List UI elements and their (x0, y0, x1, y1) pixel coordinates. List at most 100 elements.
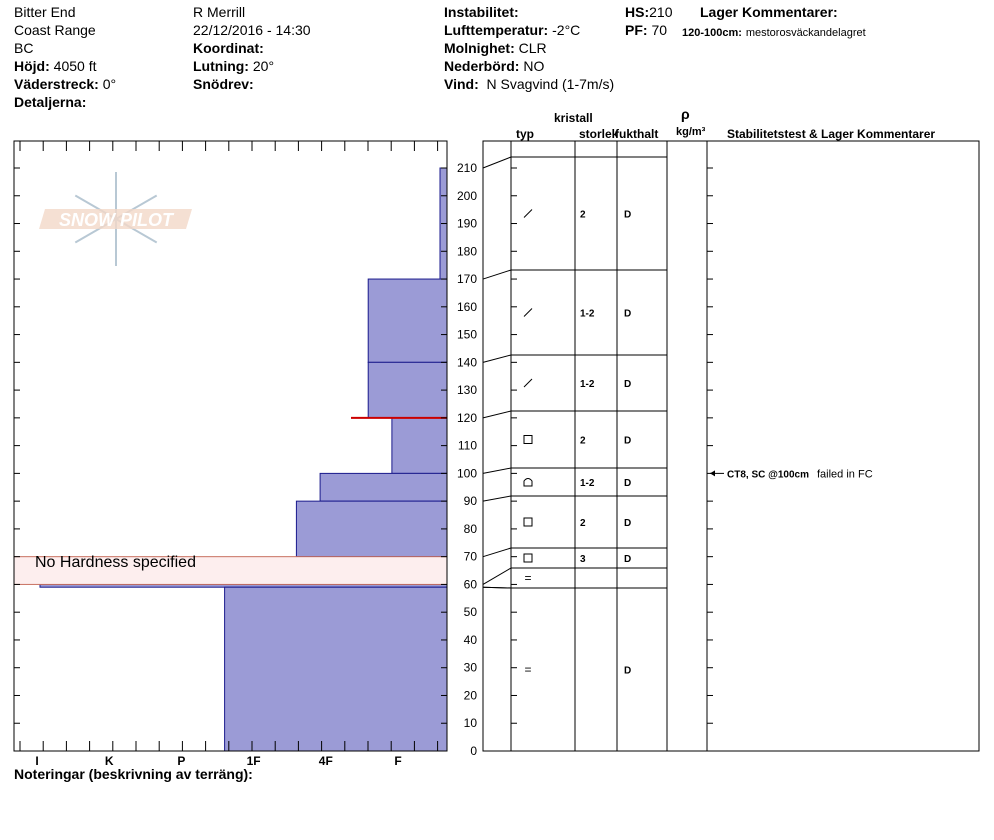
grain-size: 3 (580, 554, 586, 565)
depth-tick-label: 70 (464, 550, 478, 564)
hardness-bar (224, 586, 448, 752)
observer-name: R Merrill (193, 4, 246, 20)
hardness-tick-label: F (394, 754, 401, 768)
depth-tick-label: 200 (457, 189, 477, 203)
coordinate-label: Koordinat: (193, 40, 264, 56)
layer-connector (482, 410, 512, 419)
slope: Lutning: 20° (193, 58, 275, 74)
hardness-bar (319, 472, 448, 502)
instability-label: Instabilitet: (444, 4, 519, 20)
grain-icon-precip (523, 308, 533, 317)
pf-value: PF: 70 (625, 22, 668, 38)
drift-label: Snödrev: (193, 76, 254, 92)
depth-tick-label: 140 (457, 355, 477, 369)
moisture: D (624, 554, 631, 565)
column-moisture-header: fukthalt (615, 127, 659, 141)
stability-test-label: CT8, SC @100cm (727, 469, 809, 480)
depth-tick-label: 80 (464, 522, 478, 536)
svg-text:SNOW PILOT: SNOW PILOT (59, 210, 175, 230)
depth-tick-label: 20 (464, 688, 478, 702)
hs-value: HS:210 (625, 4, 673, 20)
elevation: Höjd: 4050 ft (14, 58, 97, 74)
depth-tick-label: 160 (457, 300, 477, 314)
aspect: Väderstreck: 0° (14, 76, 117, 92)
column-size-header: storlek (579, 127, 617, 141)
air-temperature: Lufttemperatur: -2°C (444, 22, 581, 38)
depth-tick-label: 30 (464, 661, 478, 675)
depth-tick-label: 60 (464, 577, 478, 591)
layer-comments-label: Lager Kommentarer: (700, 4, 838, 20)
layer-table-frame (482, 140, 980, 752)
hardness-tick-label: 1F (247, 754, 261, 768)
hardness-bar (367, 278, 448, 363)
stability-arrowhead (710, 470, 715, 477)
layer-connector (482, 269, 512, 280)
hardness-bar (367, 361, 448, 419)
depth-tick-label: 190 (457, 217, 477, 231)
grain-icon-crust: = (524, 571, 531, 585)
column-rho-header: ρ (681, 106, 690, 122)
location-name: Bitter End (14, 4, 76, 20)
column-stability-header: Stabilitetstest & Lager Kommentarer (727, 127, 936, 141)
grain-icon-precip (523, 209, 533, 218)
hardness-bar (295, 500, 448, 558)
state-name: BC (14, 40, 34, 56)
moisture: D (624, 436, 631, 447)
depth-tick-label: 40 (464, 633, 478, 647)
moisture: D (624, 309, 631, 320)
layer-connector (482, 567, 512, 585)
depth-tick-label: 10 (464, 716, 478, 730)
grain-size: 2 (580, 518, 586, 529)
grain-icon-crust: = (524, 663, 531, 677)
stability-test-comment: failed in FC (817, 468, 873, 480)
snowpilot-logo: SNOW PILOT (39, 172, 192, 266)
hardness-tick-label: I (35, 754, 38, 768)
depth-tick-label: 120 (457, 411, 477, 425)
column-crystal-header: kristall (554, 111, 593, 125)
grain-size: 1-2 (580, 309, 595, 320)
depth-tick-label: 110 (458, 439, 477, 453)
grain-size: 1-2 (580, 478, 595, 489)
grain-icon-precip (523, 378, 533, 388)
moisture: D (624, 518, 631, 529)
moisture: D (624, 478, 631, 489)
depth-tick-label: 180 (457, 244, 477, 258)
hardness-bar (391, 417, 448, 474)
grain-size: 2 (580, 210, 586, 221)
details-label: Detaljerna: (14, 94, 87, 110)
depth-tick-label: 50 (464, 605, 478, 619)
sky-cover: Molnighet: CLR (444, 40, 547, 56)
layer-connector (482, 467, 512, 474)
moisture: D (624, 379, 631, 390)
precipitation: Nederbörd: NO (444, 58, 545, 74)
no-hardness-band (13, 556, 448, 585)
range-name: Coast Range (14, 22, 96, 38)
column-type-header: typ (516, 127, 534, 141)
hardness-tick-label: P (177, 754, 185, 768)
layer-connector (482, 495, 512, 502)
layer-connector (482, 586, 512, 589)
hardness-tick-label: K (105, 754, 114, 768)
layer-connector (482, 354, 512, 363)
depth-tick-label: 130 (457, 383, 477, 397)
grain-icon-facet (523, 553, 533, 563)
depth-tick-label: 100 (457, 466, 477, 480)
observation-datetime: 22/12/2016 - 14:30 (193, 22, 311, 38)
hardness-tick-label: 4F (319, 754, 333, 768)
wind: Vind: N Svagvind (1-7m/s) (444, 76, 615, 92)
moisture: D (624, 210, 631, 221)
depth-tick-label: 210 (457, 161, 477, 175)
layer-connector (482, 547, 512, 558)
grain-icon-facet (523, 517, 533, 527)
layer-comment: 120-100cm: mestorosväckandelagret (682, 27, 866, 39)
grain-icon-depth-hoar (523, 478, 533, 487)
layer-connector (482, 156, 512, 169)
terrain-notes-label: Noteringar (beskrivning av terräng): (14, 766, 253, 782)
depth-tick-label: 170 (457, 272, 477, 286)
column-density-unit: kg/m³ (676, 126, 706, 138)
depth-tick-label: 150 (457, 328, 477, 342)
depth-tick-label: 0 (470, 744, 477, 758)
no-hardness-label: No Hardness specified (35, 554, 196, 571)
grain-size: 1-2 (580, 379, 595, 390)
